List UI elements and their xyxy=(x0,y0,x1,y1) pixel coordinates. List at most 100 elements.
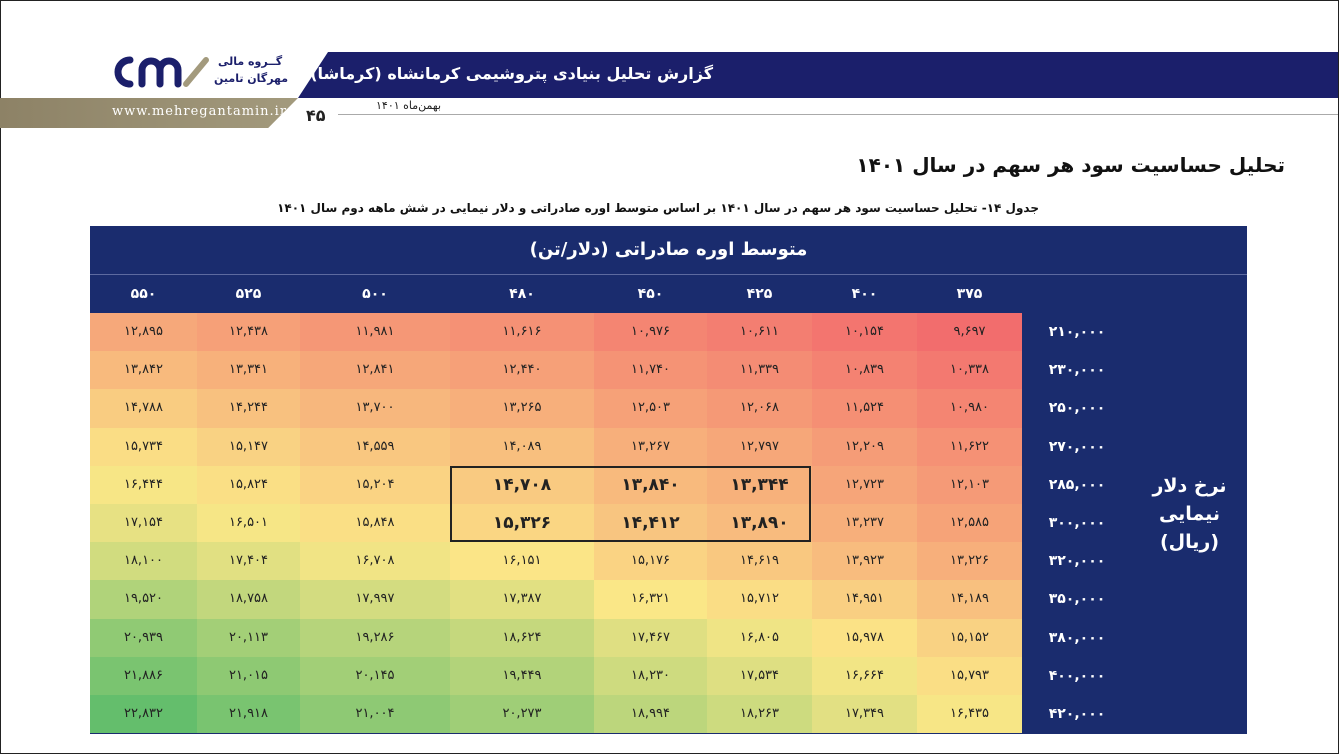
table-cell: ۱۳,۸۴۲ xyxy=(90,351,197,390)
report-date: بهمن‌ماه ۱۴۰۱ xyxy=(376,99,442,112)
table-cell: ۱۴,۱۸۹ xyxy=(917,580,1022,619)
table-cell: ۱۰,۹۷۶ xyxy=(594,313,707,352)
page-number: ۴۵ xyxy=(306,106,326,125)
table-cell: ۱۲,۷۹۷ xyxy=(707,427,812,466)
table-cell: ۱۳,۷۰۰ xyxy=(300,389,450,428)
column-header: ۴۲۵ xyxy=(746,286,773,302)
table-cell: ۱۴,۷۸۸ xyxy=(90,389,197,428)
row-header: ۳۸۰,۰۰۰ xyxy=(1048,629,1106,646)
column-header: ۵۰۰ xyxy=(362,286,388,302)
table-cell: ۱۵,۳۲۶ xyxy=(450,504,594,543)
table-cell: ۲۱,۹۱۸ xyxy=(197,695,300,734)
table-cell: ۱۳,۸۹۰ xyxy=(707,504,812,543)
table-cell: ۱۸,۲۳۰ xyxy=(594,656,707,695)
table-cell: ۱۳,۳۴۴ xyxy=(707,465,812,504)
table-cell: ۲۰,۹۳۹ xyxy=(90,618,197,657)
website-url[interactable]: www.mehregantamin.ir xyxy=(112,104,288,119)
table-cell: ۱۷,۳۸۷ xyxy=(450,580,594,619)
table-cell: ۱۹,۵۲۰ xyxy=(90,580,197,619)
table-cell: ۱۳,۲۲۶ xyxy=(917,542,1022,581)
table-cell: ۲۰,۱۱۳ xyxy=(197,618,300,657)
table-cell: ۱۲,۴۴۰ xyxy=(450,351,594,390)
table-cell: ۱۰,۹۸۰ xyxy=(917,389,1022,428)
table-cell: ۱۳,۲۳۷ xyxy=(812,504,917,543)
table-cell: ۱۵,۱۵۲ xyxy=(917,618,1022,657)
column-header: ۴۸۰ xyxy=(509,286,535,302)
table-cell: ۱۱,۹۸۱ xyxy=(300,313,450,352)
table-cell: ۱۷,۵۳۴ xyxy=(707,656,812,695)
table-cell: ۱۳,۳۴۱ xyxy=(197,351,300,390)
column-header: ۴۰۰ xyxy=(851,286,878,302)
table-cell: ۱۶,۴۴۴ xyxy=(90,465,197,504)
table-cell: ۱۹,۴۴۹ xyxy=(450,656,594,695)
table-cell: ۱۲,۴۳۸ xyxy=(197,313,300,352)
table-cell: ۱۴,۲۴۴ xyxy=(197,389,300,428)
table-cell: ۱۵,۲۰۴ xyxy=(300,465,450,504)
table-cell: ۱۸,۹۹۴ xyxy=(594,695,707,734)
row-header: ۴۰۰,۰۰۰ xyxy=(1048,667,1106,684)
table-cell: ۱۳,۲۶۷ xyxy=(594,427,707,466)
table-cell: ۱۵,۷۳۴ xyxy=(90,427,197,466)
row-header: ۲۳۰,۰۰۰ xyxy=(1048,362,1106,379)
column-header: ۳۷۵ xyxy=(956,286,983,302)
header-bar xyxy=(298,52,1338,98)
table-cell: ۱۲,۵۸۵ xyxy=(917,504,1022,543)
column-group-title: متوسط اوره صادراتی (دلار/تن) xyxy=(90,226,1247,275)
table-cell: ۱۲,۲۰۹ xyxy=(812,427,917,466)
table-cell: ۱۰,۸۳۹ xyxy=(812,351,917,390)
table-cell: ۱۱,۳۳۹ xyxy=(707,351,812,390)
table-cell: ۱۶,۸۰۵ xyxy=(707,618,812,657)
table-cell: ۱۴,۷۰۸ xyxy=(450,465,594,504)
table-cell: ۱۰,۱۵۴ xyxy=(812,313,917,352)
table-cell: ۱۲,۷۲۳ xyxy=(812,465,917,504)
table-cell: ۱۷,۱۵۴ xyxy=(90,504,197,543)
table-cell: ۱۷,۴۰۴ xyxy=(197,542,300,581)
table-cell: ۱۴,۴۱۲ xyxy=(594,504,707,543)
table-cell: ۱۳,۹۲۳ xyxy=(812,542,917,581)
logo-text-line2: مهرگان تامین xyxy=(214,72,289,85)
table-caption: جدول ۱۴- تحلیل حساسیت سود هر سهم در سال … xyxy=(277,201,1039,215)
table-cell: ۱۴,۹۵۱ xyxy=(812,580,917,619)
table-cell: ۱۸,۲۶۳ xyxy=(707,695,812,734)
table-cell: ۹,۶۹۷ xyxy=(917,313,1022,352)
table-cell: ۱۱,۶۲۲ xyxy=(917,427,1022,466)
table-cell: ۲۲,۸۳۲ xyxy=(90,695,197,734)
report-title: گزارش تحلیل بنیادی پتروشیمی کرمانشاه (کر… xyxy=(310,64,713,83)
table-cell: ۱۵,۷۹۳ xyxy=(917,656,1022,695)
table-cell: ۱۶,۷۰۸ xyxy=(300,542,450,581)
table-cell: ۱۴,۵۵۹ xyxy=(300,427,450,466)
column-header: ۵۵۰ xyxy=(130,286,157,302)
table-cell: ۱۱,۶۱۶ xyxy=(450,313,594,352)
row-group-title: نرخ دلار نیمایی (ریال) xyxy=(1152,475,1227,553)
table-cell: ۱۸,۱۰۰ xyxy=(90,542,197,581)
table-cell: ۱۷,۳۴۹ xyxy=(812,695,917,734)
logo-text-line1: گــروه مالی xyxy=(218,55,283,68)
table-cell: ۱۶,۶۶۴ xyxy=(812,656,917,695)
table-cell: ۱۳,۲۶۵ xyxy=(450,389,594,428)
table-cell: ۱۲,۸۴۱ xyxy=(300,351,450,390)
table-cell: ۱۴,۶۱۹ xyxy=(707,542,812,581)
divider xyxy=(338,114,1338,115)
row-header: ۳۰۰,۰۰۰ xyxy=(1048,515,1106,531)
table-cell: ۱۷,۹۹۷ xyxy=(300,580,450,619)
table-cell: ۱۴,۰۸۹ xyxy=(450,427,594,466)
row-header: ۲۱۰,۰۰۰ xyxy=(1048,324,1106,340)
row-header: ۲۷۰,۰۰۰ xyxy=(1048,438,1106,455)
table-cell: ۱۲,۸۹۵ xyxy=(90,313,197,352)
table-cell: ۱۳,۸۴۰ xyxy=(594,465,707,504)
table-cell: ۱۵,۸۴۸ xyxy=(300,504,450,543)
table-cell: ۱۵,۹۷۸ xyxy=(812,618,917,657)
table-cell: ۱۰,۶۱۱ xyxy=(707,313,812,352)
table-cell: ۱۵,۱۴۷ xyxy=(197,427,300,466)
table-cell: ۲۰,۲۷۳ xyxy=(450,695,594,734)
row-header: ۳۵۰,۰۰۰ xyxy=(1048,591,1106,608)
column-header: ۵۲۵ xyxy=(235,286,262,302)
table-cell: ۱۲,۱۰۳ xyxy=(917,465,1022,504)
table-cell: ۱۹,۲۸۶ xyxy=(300,618,450,657)
table-cell: ۱۰,۳۳۸ xyxy=(917,351,1022,390)
table-cell: ۱۱,۷۴۰ xyxy=(594,351,707,390)
table-cell: ۱۵,۸۲۴ xyxy=(197,465,300,504)
url-bar xyxy=(0,98,298,128)
table-cell: ۱۵,۷۱۲ xyxy=(707,580,812,619)
